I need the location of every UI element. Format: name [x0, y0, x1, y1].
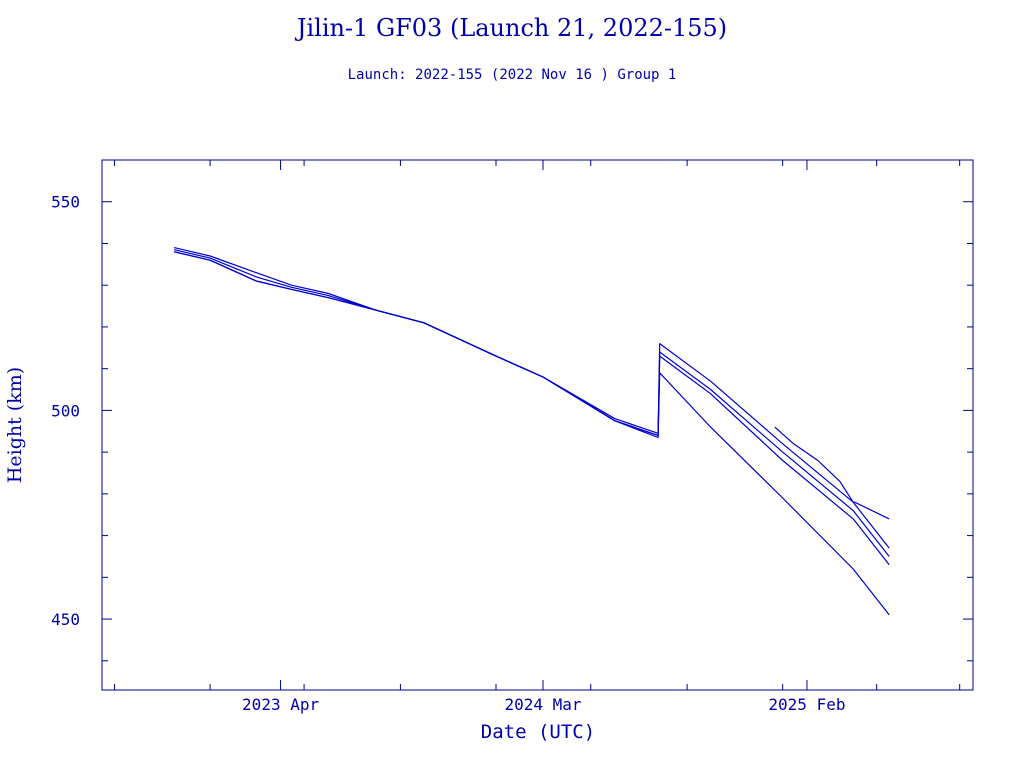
axes: 450 500 550 2023 Apr 2024 Mar 2025 Feb: [51, 159, 974, 714]
x-tick-label: 2025 Feb: [768, 695, 845, 714]
series-line-3: [173, 251, 890, 566]
plot-frame: [101, 159, 974, 691]
y-axis-label: Height (km): [4, 367, 26, 483]
x-tick-label: 2023 Apr: [242, 695, 319, 714]
x-tick-label: 2024 Mar: [504, 695, 581, 714]
series-line-5: [774, 426, 890, 520]
chart-subtitle: Launch: 2022-155 (2022 Nov 16 ) Group 1: [347, 67, 677, 83]
series-line-1: [173, 247, 890, 549]
series-line-4: [173, 251, 890, 616]
y-tick-label: 550: [51, 193, 80, 212]
series-group: [173, 247, 890, 616]
chart-title: Jilin-1 GF03 (Launch 21, 2022-155): [296, 14, 728, 42]
series-line-2: [173, 249, 890, 557]
x-axis-label: Date (UTC): [481, 721, 595, 743]
y-tick-label: 500: [51, 401, 80, 420]
y-tick-label: 450: [51, 610, 80, 629]
